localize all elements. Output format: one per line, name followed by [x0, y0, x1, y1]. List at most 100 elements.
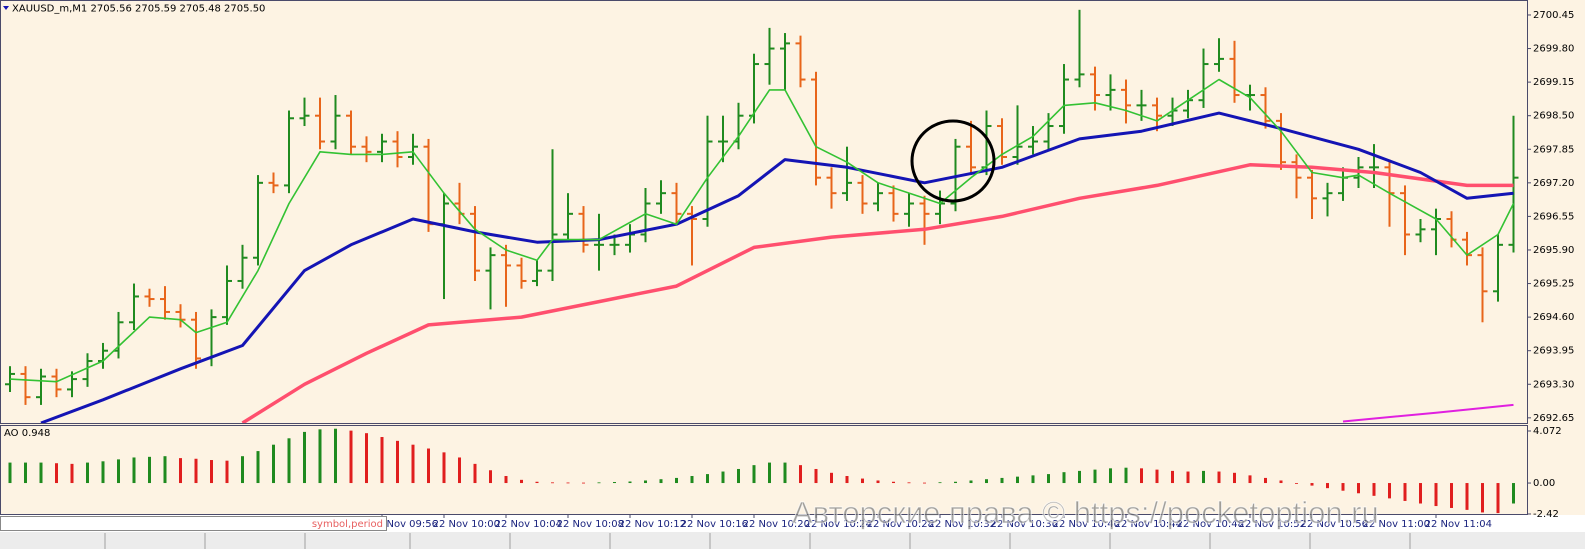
- ao-bar: [411, 444, 415, 484]
- ao-bar: [1031, 475, 1035, 484]
- time-label: 22 Nov 10:00: [433, 519, 500, 530]
- ao-bar: [1326, 483, 1329, 489]
- collapse-arrow[interactable]: [3, 6, 9, 10]
- ao-bar: [55, 463, 58, 484]
- ao-bar: [690, 476, 694, 484]
- ao-bar: [132, 457, 136, 484]
- y-tick-label: 0.00: [1533, 478, 1555, 489]
- ao-bar: [117, 459, 120, 484]
- highlight-circle: [910, 119, 996, 203]
- time-label: 22 Nov 10:52: [1239, 519, 1306, 530]
- ao-bar: [427, 448, 430, 484]
- ao-bar: [644, 480, 647, 484]
- moving-average: [9, 78, 1515, 383]
- ao-bar: [954, 481, 957, 484]
- y-tick-label: 2700.45: [1533, 10, 1574, 21]
- ao-bar: [520, 479, 523, 484]
- time-label: 22 Nov 10:44: [1115, 519, 1182, 530]
- time-label: 22 Nov 11:04: [1425, 519, 1492, 530]
- ao-bar: [582, 482, 585, 484]
- ao-bar: [1093, 469, 1097, 484]
- ao-bar: [1140, 468, 1143, 484]
- time-label: 22 Nov 10:28: [867, 519, 934, 530]
- ao-bar: [799, 465, 802, 484]
- ao-bar: [752, 465, 756, 484]
- ao-bar: [458, 457, 461, 484]
- ao-bar: [783, 462, 787, 484]
- price-plot: [5, 9, 1519, 423]
- ao-bar: [628, 481, 632, 484]
- ao-bar: [210, 460, 213, 484]
- ao-bar: [566, 482, 570, 484]
- ao-bar: [473, 463, 477, 484]
- ao-bar: [272, 444, 275, 484]
- ao-bar: [349, 430, 353, 484]
- ao-bar: [845, 476, 849, 484]
- ao-bar: [1264, 477, 1267, 484]
- ao-bar: [442, 452, 446, 484]
- time-label: 22 Nov 10:32: [929, 519, 996, 530]
- ao-bar: [1000, 477, 1004, 484]
- time-label: 22 Nov 10:16: [681, 519, 748, 530]
- ao-bar: [1171, 470, 1174, 484]
- ao-bar: [70, 463, 74, 484]
- y-tick-label: 4.072: [1533, 426, 1562, 437]
- ao-bar: [24, 462, 27, 484]
- ao-bar: [969, 480, 973, 484]
- time-label: 22 Nov 10:04: [495, 519, 562, 530]
- y-tick-label: 2699.80: [1533, 44, 1574, 55]
- ao-bar: [861, 478, 864, 484]
- y-tick-label: 2697.20: [1533, 178, 1574, 189]
- main-panel-border: [0, 0, 1528, 424]
- ao-bar: [1372, 483, 1376, 496]
- ao-bar: [287, 438, 291, 484]
- ao-bar: [225, 460, 229, 484]
- time-label: 22 Nov 10:48: [1177, 519, 1244, 530]
- ao-bar: [334, 428, 337, 484]
- ao-bar: [985, 479, 988, 484]
- ao-bar: [101, 461, 105, 484]
- time-label: 22 Nov 10:08: [557, 519, 624, 530]
- ao-bar: [1357, 483, 1360, 494]
- ao-bar: [907, 482, 911, 484]
- ao-bar: [1310, 483, 1314, 486]
- ao-bar: [1434, 483, 1438, 507]
- time-label: 22 Nov 10:24: [805, 519, 872, 530]
- symbol-period-box[interactable]: [0, 516, 387, 531]
- ao-bar: [706, 474, 709, 484]
- ao-bar: [365, 433, 368, 484]
- ao-bar: [1124, 467, 1128, 484]
- ao-bar: [830, 472, 833, 484]
- ao-bar: [1016, 476, 1019, 484]
- ao-bar: [1450, 483, 1453, 508]
- ao-bar: [675, 477, 678, 484]
- chart-background: [0, 0, 1585, 515]
- ao-bar: [241, 456, 244, 484]
- moving-average: [1342, 403, 1514, 423]
- ao-bar: [1155, 469, 1159, 484]
- ao-bar: [380, 437, 384, 484]
- y-tick-label: 2693.95: [1533, 346, 1574, 357]
- ao-bar: [1217, 471, 1221, 484]
- y-tick-label: 2696.55: [1533, 211, 1574, 222]
- ao-bar: [1202, 470, 1205, 484]
- ao-bar: [535, 481, 539, 484]
- ao-bar: [613, 482, 616, 484]
- ao-bar: [551, 482, 554, 484]
- time-label: 22 Nov 10:12: [619, 519, 686, 530]
- ao-bar: [923, 482, 926, 484]
- ao-bar: [1496, 483, 1500, 514]
- ao-bar: [1109, 468, 1112, 484]
- ao-bar: [1341, 483, 1345, 491]
- ao-bar: [489, 470, 492, 484]
- ao-bar: [1465, 483, 1469, 510]
- ao-bar: [1295, 483, 1298, 484]
- ao-bar: [1279, 480, 1283, 484]
- time-label: 22 Nov 11:00: [1363, 519, 1430, 530]
- time-label: 22 Nov 10:20: [743, 519, 810, 530]
- ao-bar: [256, 451, 260, 484]
- ao-bar: [1233, 472, 1236, 484]
- ao-bar: [659, 479, 663, 484]
- symbol-period[interactable]: symbol,period: [312, 519, 383, 530]
- watermark: Авторские права © https://pocketoption.r…: [792, 495, 1379, 530]
